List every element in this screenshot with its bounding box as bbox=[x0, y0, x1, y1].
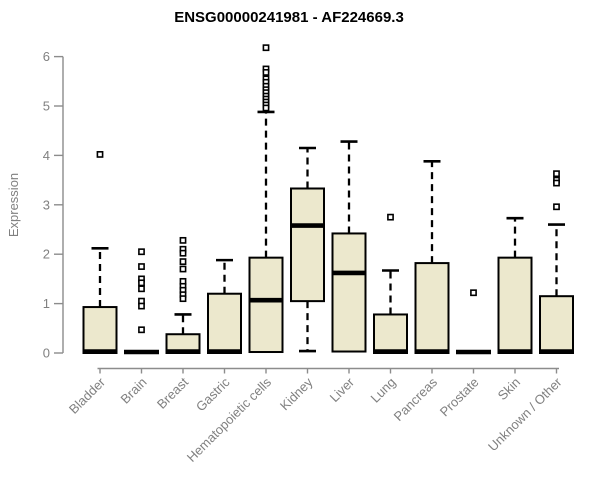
category-label: Pancreas bbox=[391, 374, 441, 424]
box bbox=[373, 313, 408, 354]
box bbox=[82, 306, 118, 355]
outlier-point bbox=[138, 285, 145, 293]
outlier-point bbox=[138, 279, 145, 287]
category-label: Brain bbox=[118, 375, 150, 407]
outlier-point bbox=[179, 295, 187, 303]
y-tick-label: 6 bbox=[43, 49, 50, 64]
y-tick-label: 1 bbox=[43, 296, 50, 311]
category-label: Skin bbox=[495, 375, 523, 403]
outlier-point bbox=[138, 248, 145, 256]
outlier-point bbox=[553, 179, 560, 187]
outlier-point bbox=[138, 326, 145, 334]
box bbox=[331, 232, 367, 353]
box bbox=[207, 292, 242, 354]
outlier-point bbox=[262, 69, 270, 76]
outlier-point bbox=[179, 249, 187, 257]
category-label: Breast bbox=[154, 374, 191, 411]
category-label: Liver bbox=[327, 374, 358, 405]
category-label: Unknown / Other bbox=[485, 374, 565, 454]
category-label: Lung bbox=[368, 375, 399, 406]
outlier-point bbox=[96, 151, 104, 158]
outlier-point bbox=[179, 258, 187, 266]
y-axis-label: Expression bbox=[6, 173, 21, 237]
y-tick-label: 4 bbox=[43, 148, 50, 163]
y-tick-label: 3 bbox=[43, 197, 50, 212]
outlier-point bbox=[138, 263, 145, 270]
y-tick-label: 5 bbox=[43, 99, 50, 114]
outlier-point bbox=[387, 213, 394, 221]
box bbox=[414, 262, 450, 355]
outlier-point bbox=[553, 170, 560, 178]
category-label: Bladder bbox=[66, 374, 109, 417]
outlier-point bbox=[138, 302, 145, 310]
outlier-point bbox=[262, 104, 270, 112]
box bbox=[539, 295, 574, 355]
box bbox=[248, 256, 284, 354]
outlier-point bbox=[470, 289, 477, 297]
category-label: Prostate bbox=[437, 375, 482, 420]
y-tick-label: 0 bbox=[43, 346, 50, 361]
outlier-point bbox=[179, 236, 187, 244]
box bbox=[497, 256, 533, 354]
outlier-point bbox=[262, 44, 270, 52]
chart-title: ENSG00000241981 - AF224669.3 bbox=[174, 9, 404, 26]
category-label: Kidney bbox=[277, 374, 316, 413]
outlier-point bbox=[179, 265, 187, 273]
category-label: Gastric bbox=[193, 374, 233, 414]
box bbox=[290, 187, 325, 303]
y-tick-label: 2 bbox=[43, 247, 50, 262]
outlier-point bbox=[553, 203, 560, 211]
